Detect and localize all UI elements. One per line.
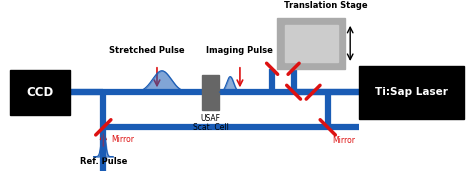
Bar [277,18,346,69]
Text: Translation Stage: Translation Stage [284,1,368,10]
Text: Scat. Cell: Scat. Cell [193,123,228,132]
Text: Mirror: Mirror [111,134,134,144]
Bar [359,66,465,119]
Text: Ti:Sap Laser: Ti:Sap Laser [375,87,448,97]
Text: Ref. Pulse: Ref. Pulse [80,157,127,166]
Text: Stretched Pulse: Stretched Pulse [109,46,185,55]
Bar [285,25,337,62]
Bar [202,75,219,110]
Text: Imaging Pulse: Imaging Pulse [207,46,273,55]
Text: CCD: CCD [26,86,54,99]
Bar [9,70,70,115]
Text: Mirror: Mirror [333,136,356,146]
Text: USAF: USAF [201,114,221,123]
